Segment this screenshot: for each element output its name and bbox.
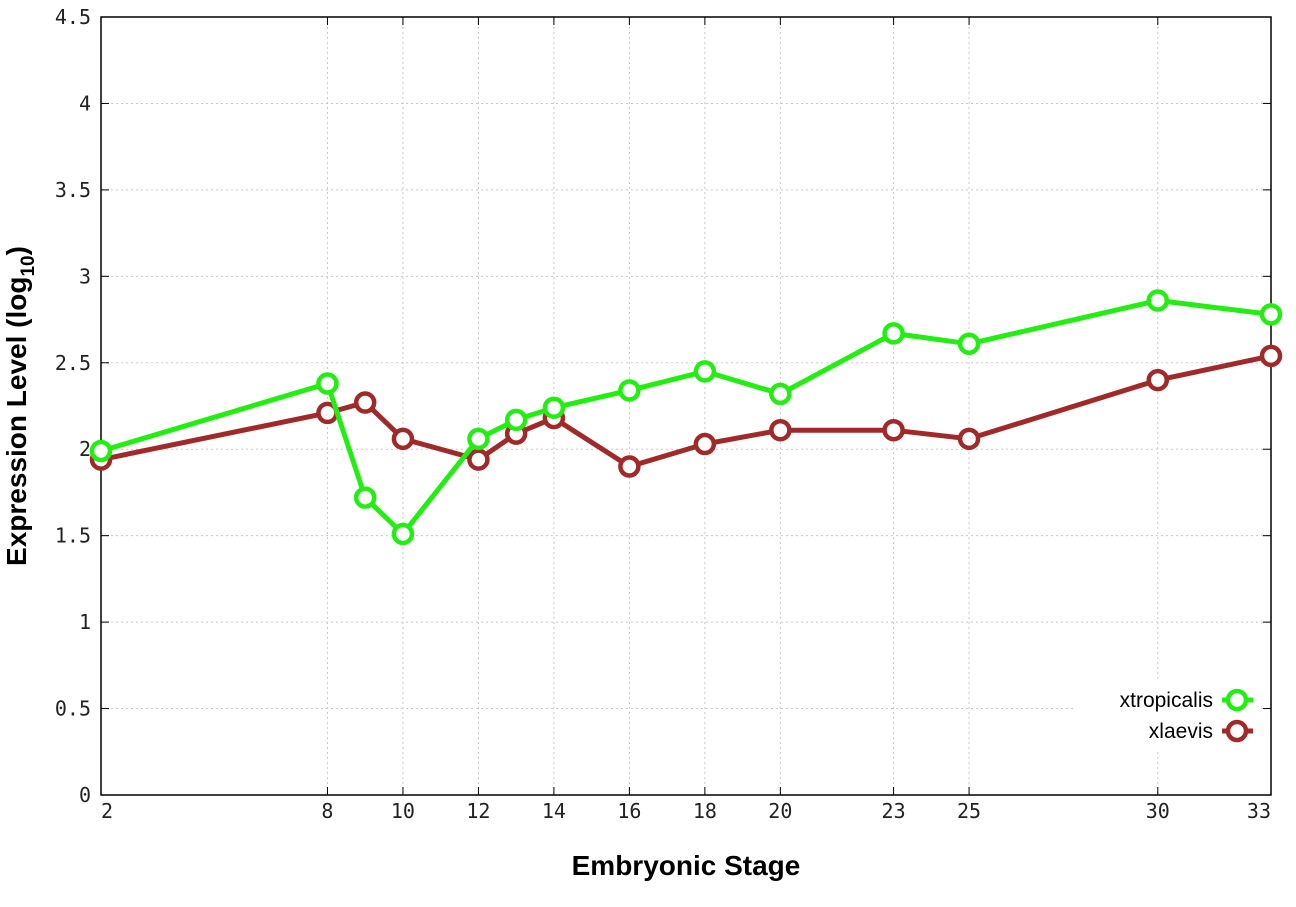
data-point <box>542 396 566 419</box>
x-tick-label: 14 <box>542 799 566 823</box>
data-point <box>467 448 490 471</box>
data-point <box>316 372 339 395</box>
data-point <box>957 427 981 451</box>
y-tick-label: 3.5 <box>55 178 91 202</box>
y-tick-label: 2.5 <box>55 351 91 375</box>
x-tick-label: 23 <box>882 799 906 823</box>
series <box>89 289 1283 546</box>
x-tick-label: 10 <box>391 799 415 823</box>
data-point <box>1259 303 1283 326</box>
x-tick-label: 8 <box>321 799 333 823</box>
data-point <box>1259 344 1283 368</box>
data-point <box>769 418 792 442</box>
series-line <box>98 298 1274 537</box>
y-tick-label: 1.5 <box>55 524 91 548</box>
y-tick-label: 4.5 <box>55 5 91 29</box>
data-point <box>353 391 377 414</box>
data-point <box>618 379 641 402</box>
x-tick-label: 2 <box>101 799 113 823</box>
x-tick-label: 30 <box>1146 799 1170 823</box>
grid <box>101 17 1271 795</box>
data-point <box>957 332 981 356</box>
y-tick-label: 2 <box>79 437 91 461</box>
y-axis-title: Expression Level (log10) <box>1 246 39 566</box>
x-axis-title: Embryonic Stage <box>572 850 801 881</box>
data-point <box>353 486 377 509</box>
data-point <box>89 439 113 463</box>
x-tick-label: 18 <box>693 799 717 823</box>
y-axis-title-close: ) <box>1 246 32 255</box>
legend-marker <box>1225 688 1249 712</box>
y-tick-label: 3 <box>79 264 91 288</box>
x-tick-label: 33 <box>1247 799 1271 823</box>
x-tick-label: 20 <box>768 799 792 823</box>
series-xtropicalis <box>89 289 1283 546</box>
y-tick-label: 4 <box>79 91 91 115</box>
x-tick-label: 16 <box>617 799 641 823</box>
data-point <box>693 360 717 383</box>
legend-label: xtropicalis <box>1120 689 1213 712</box>
data-point <box>693 432 717 456</box>
series-xlaevis <box>89 344 1283 478</box>
legend-item-xlaevis: xlaevis <box>1149 719 1253 743</box>
y-tick-label: 0.5 <box>55 697 91 721</box>
legend-item-xtropicalis: xtropicalis <box>1120 688 1253 712</box>
axis-ticks: 0 0.5 1 1.5 2 2.5 3 3.5 4 4.5 2 8 10 12 14 16 18 20 23 25 30… <box>55 5 1272 823</box>
series-line <box>98 353 1274 469</box>
data-point <box>1146 368 1170 392</box>
plot-frame <box>100 16 1272 796</box>
y-tick-label: 0 <box>79 783 91 807</box>
data-point <box>769 382 792 406</box>
y-axis-title-subscript: 10 <box>18 255 39 276</box>
y-tick-label: 1 <box>79 610 91 634</box>
legend: xtropicalis xlaevis <box>1075 679 1260 749</box>
x-tick-label: 12 <box>466 799 490 823</box>
data-point <box>882 418 905 442</box>
x-tick-label: 25 <box>957 799 981 823</box>
y-axis-title-main: Expression Level (log <box>1 277 32 566</box>
data-point <box>1146 289 1170 312</box>
data-point <box>467 427 490 451</box>
data-point <box>391 522 415 546</box>
data-point <box>882 322 905 345</box>
data-point <box>391 427 415 451</box>
legend-label: xlaevis <box>1149 720 1213 743</box>
legend-marker <box>1225 719 1249 743</box>
data-point <box>618 455 641 478</box>
data-point <box>504 408 528 432</box>
